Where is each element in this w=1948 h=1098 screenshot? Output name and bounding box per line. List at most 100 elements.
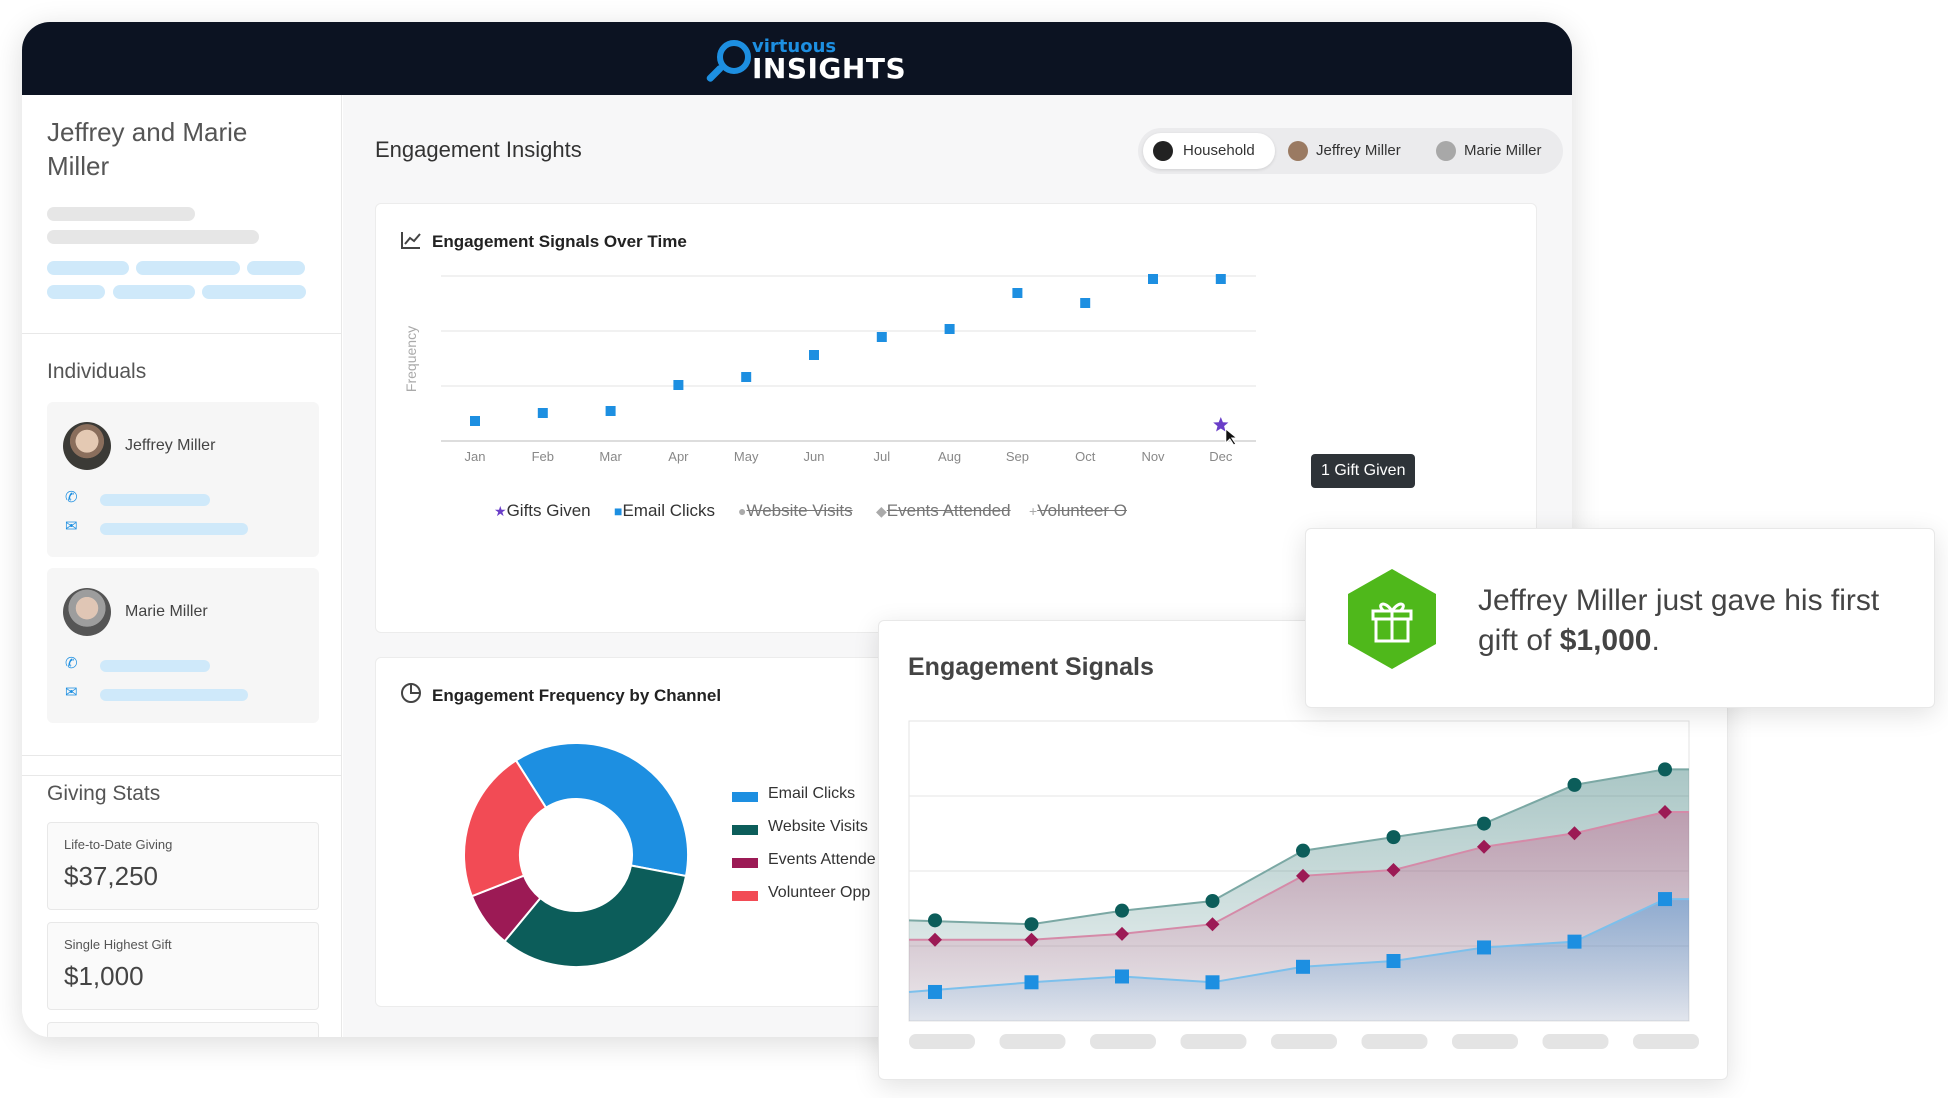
placeholder-tag <box>47 285 105 299</box>
placeholder-tag <box>202 285 306 299</box>
diamond-icon: ◆ <box>876 503 887 519</box>
chart-title: Engagement Signals Over Time <box>432 232 687 251</box>
donut-chart <box>463 742 758 968</box>
email-click-point <box>1115 969 1129 984</box>
giving-stats-heading: Giving Stats <box>47 782 161 805</box>
household-icon <box>1153 141 1173 161</box>
email-click-point <box>1024 975 1039 990</box>
event-point <box>1115 926 1129 941</box>
individual-name: Jeffrey Miller <box>125 437 216 454</box>
logo-big-text: INSIGHTS <box>752 52 907 85</box>
placeholder-tag <box>47 261 129 275</box>
x-tick-label: Aug <box>938 449 961 464</box>
card-title: Engagement Signals <box>908 653 1154 681</box>
email-click-point <box>1658 892 1672 907</box>
legend-item[interactable]: ◆ Events Attended <box>876 501 1011 521</box>
placeholder-line <box>47 230 259 244</box>
divider <box>22 775 342 776</box>
individual-card[interactable]: Marie Miller ✆ ✉ <box>47 568 319 723</box>
x-tick-label: Apr <box>668 449 689 464</box>
email-click-point <box>470 416 480 426</box>
placeholder-x-label <box>1542 1034 1609 1049</box>
y-axis-label: Frequency <box>403 326 419 392</box>
chart-tooltip: 1 Gift Given <box>1311 454 1416 488</box>
mail-icon: ✉ <box>65 684 78 701</box>
magnifier-icon <box>717 40 751 74</box>
gift-notification: Jeffrey Miller just gave his first gift … <box>1305 528 1935 708</box>
line-chart-icon <box>401 232 421 249</box>
stat-label: Life-to-Date Giving <box>64 837 173 852</box>
legend-item[interactable]: ● Website Visits <box>738 501 853 521</box>
filter-jeffrey[interactable]: Jeffrey Miller <box>1280 133 1420 169</box>
stat-label: Single Highest Gift <box>64 937 172 952</box>
app-window: virtuous INSIGHTS Jeffrey and Marie Mill… <box>22 22 1572 1037</box>
sidebar: Jeffrey and Marie Miller Individuals Jef… <box>22 95 342 1037</box>
page-title: Engagement Insights <box>375 137 582 162</box>
magnifier-handle <box>705 63 725 84</box>
placeholder-phone <box>100 494 210 506</box>
mail-icon: ✉ <box>65 518 78 535</box>
divider <box>22 755 342 756</box>
placeholder-line <box>47 207 195 221</box>
avatar <box>1288 141 1308 161</box>
legend-label: Email Clicks <box>622 501 716 520</box>
legend-label: Email Clicks <box>768 785 856 802</box>
gift-icon <box>1348 569 1436 669</box>
legend-item[interactable]: ★ Gifts Given <box>494 501 591 521</box>
event-point <box>1658 804 1672 819</box>
legend-item[interactable]: + Volunteer O <box>1029 501 1127 521</box>
website-visit-point <box>928 913 942 928</box>
x-tick-label: Oct <box>1075 449 1096 464</box>
avatar <box>63 422 111 470</box>
email-click-point <box>809 350 819 360</box>
email-click-point <box>1567 934 1582 949</box>
series-line <box>908 768 1689 926</box>
legend-item[interactable]: ■ Email Clicks <box>614 501 715 521</box>
placeholder-x-label <box>999 1034 1066 1049</box>
website-visit-point <box>1024 917 1039 932</box>
event-point <box>1024 932 1039 947</box>
pie-chart-icon <box>401 683 421 703</box>
filter-label: Household <box>1183 142 1255 159</box>
placeholder-tag <box>136 261 240 275</box>
circle-icon: ● <box>738 503 747 519</box>
avatar <box>1436 141 1456 161</box>
filter-marie[interactable]: Marie Miller <box>1428 133 1558 169</box>
placeholder-tag <box>247 261 305 275</box>
website-visit-point <box>1115 903 1129 918</box>
star-icon: ★ <box>494 503 507 519</box>
website-visit-point <box>1477 816 1491 831</box>
x-tick-label: Mar <box>599 449 622 464</box>
area-chart <box>908 720 1699 1049</box>
email-click-point <box>537 408 548 418</box>
donut-slice <box>463 759 548 898</box>
donut-slice <box>514 742 689 878</box>
individual-card[interactable]: Jeffrey Miller ✆ ✉ <box>47 402 319 557</box>
notification-amount: $1,000 <box>1559 624 1652 657</box>
event-point <box>1296 868 1310 883</box>
event-point <box>928 932 942 947</box>
legend-label: Volunteer O <box>1037 501 1127 520</box>
legend-label: Volunteer Opp <box>768 884 871 901</box>
placeholder-email <box>100 523 248 535</box>
email-click-point <box>741 372 752 382</box>
email-click-point <box>1215 274 1226 284</box>
legend-swatch <box>732 858 758 868</box>
series-line <box>909 811 1689 941</box>
x-tick-label: Nov <box>1141 449 1165 464</box>
legend-label: Website Visits <box>746 501 853 520</box>
event-point <box>1205 917 1220 932</box>
placeholder-x-label <box>1361 1034 1428 1049</box>
series-line <box>908 898 1689 993</box>
individual-name: Marie Miller <box>125 603 208 620</box>
event-point <box>1567 826 1582 841</box>
square-icon: ■ <box>614 503 623 519</box>
phone-icon: ✆ <box>65 655 78 672</box>
legend-swatch <box>732 825 758 835</box>
website-visit-point <box>1205 894 1220 908</box>
stat-value: $37,250 <box>64 861 158 891</box>
filter-household[interactable]: Household <box>1143 133 1275 169</box>
filter-label: Jeffrey Miller <box>1316 142 1401 159</box>
website-visit-point <box>1658 762 1672 777</box>
donut-slice <box>503 864 688 968</box>
